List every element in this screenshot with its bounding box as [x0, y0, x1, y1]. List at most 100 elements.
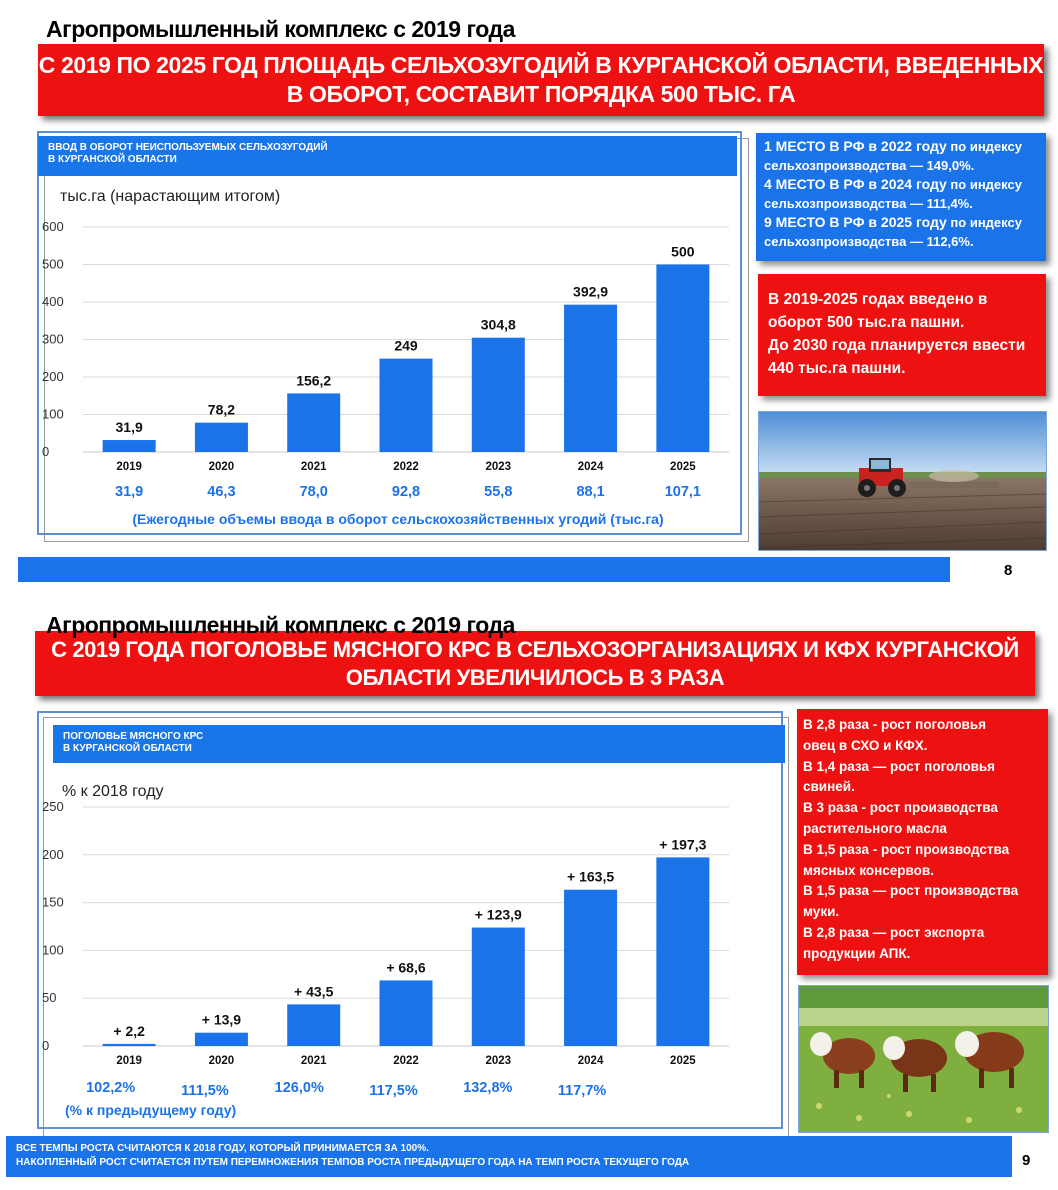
- growth-fact-line-12: продукции АПК.: [803, 945, 911, 961]
- category-label-2021: 2021: [301, 461, 327, 473]
- category-label-2024: 2024: [578, 1055, 604, 1067]
- ranking-3-rest: по индексу сельхозпроизводства — 112,6%.: [764, 215, 1022, 249]
- category-label-2019: 2019: [116, 1055, 142, 1067]
- secondary-value-5: 88,1: [576, 484, 604, 500]
- ranking-3-place: 9 МЕСТО В РФ в 2025 году: [764, 214, 947, 230]
- chart-header-2: ПОГОЛОВЬЕ МЯСНОГО КРС В КУРГАНСКОЙ ОБЛАС…: [53, 725, 785, 763]
- y-tick-label-500: 500: [42, 257, 64, 272]
- data-label-2023: + 123,9: [475, 907, 522, 923]
- arable-land-line-2: оборот 500 тыс.га пашни.: [768, 314, 965, 331]
- data-label-2023: 304,8: [481, 317, 516, 333]
- growth-fact-line-7: В 1,5 раза - рост производства: [803, 841, 1010, 857]
- bar-2023: [471, 337, 525, 452]
- page-number-9: 9: [1022, 1152, 1031, 1169]
- section-title-2: Агропромышленный комплекс с 2019 года: [46, 612, 515, 638]
- data-label-2024: 392,9: [573, 284, 608, 300]
- secondary-value-0: 102,2%: [86, 1080, 135, 1096]
- y-tick-label-100: 100: [42, 942, 64, 957]
- arable-land-box: В 2019-2025 годах введено в оборот 500 т…: [758, 274, 1046, 396]
- headline-line-1: С 2019 ПО 2025 ГОД ПЛОЩАДЬ СЕЛЬХОЗУГОДИЙ…: [38, 52, 1044, 78]
- y-tick-label-250: 250: [42, 802, 64, 814]
- arable-land-line-4: 440 тыс.га пашни.: [768, 360, 906, 377]
- headline-banner-1: С 2019 ПО 2025 ГОД ПЛОЩАДЬ СЕЛЬХОЗУГОДИЙ…: [38, 44, 1044, 116]
- secondary-row-label: (% к предыдущему году): [65, 1102, 236, 1118]
- secondary-row-label: (Ежегодные объемы ввода в оборот сельско…: [132, 511, 663, 527]
- bar-2019: [102, 1043, 156, 1046]
- chart-1-unit-label: тыс.га (нарастающим итогом): [60, 188, 281, 205]
- y-tick-label-150: 150: [42, 895, 64, 910]
- arable-land-line-1: В 2019-2025 годах введено в: [768, 291, 988, 308]
- cow-icon: [810, 1032, 875, 1088]
- category-label-2022: 2022: [393, 1055, 419, 1067]
- secondary-value-5: 117,7%: [558, 1083, 606, 1099]
- growth-fact-line-2: овец в СХО и КФХ.: [803, 737, 928, 753]
- ranking-1: 1 МЕСТО В РФ в 2022 году по индексу сель…: [764, 137, 1038, 175]
- headline-line-2: В ОБОРОТ, СОСТАВИТ ПОРЯДКА 500 ТЫС. ГА: [286, 81, 796, 107]
- ranking-3: 9 МЕСТО В РФ в 2025 году по индексу сель…: [764, 213, 1038, 251]
- category-label-2024: 2024: [578, 461, 604, 473]
- secondary-value-4: 132,8%: [463, 1080, 512, 1096]
- growth-fact-line-5: В 3 раза - рост производства: [803, 800, 998, 816]
- cattle-photo: [798, 985, 1049, 1133]
- bar-2023: [471, 927, 525, 1046]
- secondary-value-3: 117,5%: [369, 1083, 417, 1099]
- data-label-2022: + 68,6: [386, 959, 426, 975]
- chart-header-2-line-1: ПОГОЛОВЬЕ МЯСНОГО КРС: [63, 731, 204, 742]
- category-label-2022: 2022: [393, 461, 419, 473]
- bar-2024: [564, 304, 618, 452]
- section-title-1: Агропромышленный комплекс с 2019 года: [46, 16, 515, 42]
- bar-2025: [656, 264, 710, 452]
- chart-2-unit-label: % к 2018 году: [62, 783, 164, 800]
- bar-2024: [564, 889, 618, 1046]
- chart-header-1: ВВОД В ОБОРОТ НЕИСПОЛЬЗУЕМЫХ СЕЛЬХОЗУГОД…: [38, 136, 737, 176]
- data-label-2019: 31,9: [116, 419, 143, 435]
- bar-2021: [287, 393, 341, 452]
- chart-2: 0 50 100 150 200 250 + 2,2 2019 + 13,9 2020 + 43,5…: [42, 802, 729, 1118]
- data-label-2022: 249: [394, 338, 418, 354]
- bar-2019: [102, 440, 156, 452]
- y-tick-label-0: 0: [42, 444, 49, 459]
- data-label-2019: + 2,2: [113, 1023, 145, 1039]
- secondary-value-3: 92,8: [392, 484, 420, 500]
- footer-strip-1: [18, 557, 950, 582]
- data-label-2021: + 43,5: [294, 983, 334, 999]
- bar-2025: [656, 857, 710, 1046]
- category-label-2021: 2021: [301, 1055, 327, 1067]
- secondary-value-1: 111,5%: [181, 1083, 229, 1099]
- chart-header-2-line-2: В КУРГАНСКОЙ ОБЛАСТИ: [63, 743, 192, 754]
- data-label-2021: 156,2: [296, 372, 331, 388]
- footnote-box: ВСЕ ТЕМПЫ РОСТА СЧИТАЮТСЯ К 2018 ГОДУ, К…: [6, 1136, 1012, 1177]
- data-label-2020: + 13,9: [202, 1012, 242, 1028]
- chart-header-1-line-1: ВВОД В ОБОРОТ НЕИСПОЛЬЗУЕМЫХ СЕЛЬХОЗУГОД…: [48, 142, 328, 153]
- y-tick-label-400: 400: [42, 294, 64, 309]
- tractor-icon: [858, 458, 906, 497]
- secondary-value-2: 126,0%: [275, 1080, 324, 1096]
- growth-fact-line-4: свиней.: [803, 779, 855, 795]
- data-label-2025: 500: [671, 244, 695, 260]
- growth-fact-line-6: растительного масла: [803, 820, 947, 836]
- category-label-2019: 2019: [116, 461, 142, 473]
- ranking-2-place: 4 МЕСТО В РФ в 2024 году: [764, 176, 947, 192]
- y-tick-label-50: 50: [42, 990, 56, 1005]
- category-label-2020: 2020: [209, 461, 235, 473]
- growth-facts-box: В 2,8 раза - рост поголовья овец в СХО и…: [797, 709, 1048, 975]
- headline-banner-2: С 2019 ГОДА ПОГОЛОВЬЕ МЯСНОГО КРС В СЕЛЬ…: [35, 631, 1035, 696]
- footnote-line-1: ВСЕ ТЕМПЫ РОСТА СЧИТАЮТСЯ К 2018 ГОДУ, К…: [16, 1143, 429, 1154]
- secondary-value-4: 55,8: [484, 484, 512, 500]
- ranking-1-place: 1 МЕСТО В РФ в 2022 году: [764, 138, 947, 154]
- y-tick-label-600: 600: [42, 219, 64, 234]
- chart-frame-1: [37, 131, 742, 535]
- chart-1: 0 100 200 300 400 500 600 31,9 2019 78,2 2020 156,2…: [42, 219, 729, 527]
- growth-fact-line-10: муки.: [803, 904, 840, 920]
- arable-land-line-3: До 2030 года планируется ввести: [768, 337, 1026, 354]
- bar-2022: [379, 980, 433, 1046]
- data-label-2025: + 197,3: [659, 836, 706, 852]
- rankings-box: 1 МЕСТО В РФ в 2022 году по индексу сель…: [756, 133, 1046, 261]
- y-tick-label-100: 100: [42, 407, 64, 422]
- category-label-2023: 2023: [485, 461, 511, 473]
- chart-frame-2: [37, 711, 783, 1129]
- category-label-2023: 2023: [485, 1055, 511, 1067]
- growth-fact-line-8: мясных консервов.: [803, 862, 934, 878]
- secondary-value-2: 78,0: [300, 484, 328, 500]
- footnote-line-2: НАКОПЛЕННЫЙ РОСТ СЧИТАЕТСЯ ПУТЕМ ПЕРЕМНО…: [16, 1157, 690, 1168]
